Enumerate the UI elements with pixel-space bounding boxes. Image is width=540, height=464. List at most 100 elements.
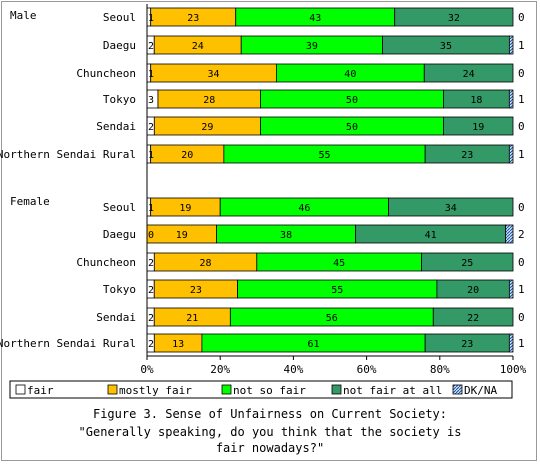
group-label-female: Female: [10, 195, 50, 208]
data-label: 61: [308, 339, 320, 350]
data-label: 3: [148, 95, 154, 106]
legend-label: mostly fair: [119, 384, 192, 397]
legend-swatch-fair: [15, 384, 26, 395]
data-label: 0: [518, 201, 525, 214]
data-label: 0: [518, 67, 525, 80]
category-label-male-northern-sendai-rural: Northern Sendai Rural: [0, 148, 136, 161]
data-label: 29: [201, 122, 213, 133]
data-label: 0: [518, 311, 525, 324]
bar-segment-female-tokyo-dk-na: [508, 279, 514, 299]
legend-label: fair: [27, 384, 54, 397]
data-label: 0: [518, 120, 525, 133]
data-label: 23: [190, 285, 202, 296]
bar-segment-male-northern-sendai-rural-dk-na: [508, 144, 514, 164]
legend-label: not so fair: [233, 384, 306, 397]
data-label: 41: [425, 230, 437, 241]
data-label: 21: [186, 313, 198, 324]
data-label: 1: [148, 69, 154, 80]
category-label-male-seoul: Seoul: [103, 11, 136, 24]
data-label: 40: [344, 69, 356, 80]
category-label-female-daegu: Daegu: [103, 228, 136, 241]
x-tick-label: 80%: [430, 363, 450, 376]
data-label: 19: [472, 122, 484, 133]
data-label: 24: [463, 69, 475, 80]
data-label: 46: [298, 203, 310, 214]
data-label: 19: [176, 230, 188, 241]
bar-segment-female-chuncheon-not-fair-at-all: [421, 252, 514, 272]
legend-label: DK/NA: [464, 384, 497, 397]
category-label-male-daegu: Daegu: [103, 39, 136, 52]
data-label: 1: [518, 148, 525, 161]
data-label: 19: [179, 203, 191, 214]
data-label: 0: [518, 11, 525, 24]
data-label: 2: [148, 339, 154, 350]
data-label: 43: [309, 13, 321, 24]
bar-segment-male-seoul-not-fair-at-all: [394, 7, 514, 27]
bar-segment-male-chuncheon-not-fair-at-all: [423, 63, 514, 83]
data-label: 55: [318, 150, 330, 161]
data-label: 38: [280, 230, 292, 241]
chart-title: Figure 3. Sense of Unfairness on Current…: [93, 407, 447, 421]
data-label: 35: [440, 41, 452, 52]
bar-segment-male-tokyo-dk-na: [508, 89, 514, 109]
category-label-female-seoul: Seoul: [103, 201, 136, 214]
bar-segment-female-daegu-dk-na: [505, 224, 514, 244]
bar-segment-female-sendai-not-fair-at-all: [432, 307, 514, 327]
data-label: 2: [148, 285, 154, 296]
data-label: 0: [148, 230, 154, 241]
data-label: 1: [148, 203, 154, 214]
data-label: 28: [200, 258, 212, 269]
x-tick-label: 40%: [283, 363, 303, 376]
x-tick-label: 20%: [210, 363, 230, 376]
legend-swatch-not-fair-at-all: [331, 384, 342, 395]
data-label: 23: [461, 150, 473, 161]
category-label-female-sendai: Sendai: [96, 311, 136, 324]
data-label: 2: [148, 41, 154, 52]
data-label: 2: [148, 122, 154, 133]
data-label: 1: [518, 93, 525, 106]
bar-segment-female-northern-sendai-rural-dk-na: [508, 333, 514, 353]
data-label: 55: [331, 285, 343, 296]
data-label: 24: [192, 41, 204, 52]
legend-swatch-mostly-fair: [107, 384, 118, 395]
data-label: 18: [470, 95, 482, 106]
data-label: 1: [518, 337, 525, 350]
data-label: 32: [448, 13, 460, 24]
x-tick-label: 60%: [357, 363, 377, 376]
category-label-female-northern-sendai-rural: Northern Sendai Rural: [0, 337, 136, 350]
data-label: 20: [181, 150, 193, 161]
data-label: 0: [518, 256, 525, 269]
data-label: 50: [346, 122, 358, 133]
group-label-male: Male: [10, 9, 37, 22]
category-label-male-sendai: Sendai: [96, 120, 136, 133]
data-label: 2: [148, 313, 154, 324]
data-label: 2: [148, 258, 154, 269]
category-label-male-chuncheon: Chuncheon: [76, 67, 136, 80]
data-label: 56: [326, 313, 338, 324]
x-tick-label: 0%: [140, 363, 154, 376]
x-tick-label: 100%: [500, 363, 527, 376]
data-label: 1: [518, 283, 525, 296]
data-label: 1: [148, 150, 154, 161]
data-label: 25: [461, 258, 473, 269]
bar-segment-male-sendai-not-fair-at-all: [443, 116, 514, 136]
category-label-female-tokyo: Tokyo: [103, 283, 136, 296]
data-label: 1: [518, 39, 525, 52]
data-label: 50: [346, 95, 358, 106]
chart-subtitle-line: "Generally speaking, do you think that t…: [79, 425, 462, 439]
legend-label: not fair at all: [343, 384, 442, 397]
data-label: 45: [333, 258, 345, 269]
legend-swatch-dk-na: [452, 384, 463, 395]
category-label-female-chuncheon: Chuncheon: [76, 256, 136, 269]
bar-segment-female-seoul-not-fair-at-all: [388, 197, 514, 217]
legend-box: [9, 380, 513, 399]
legend-swatch-not-so-fair: [221, 384, 232, 395]
data-label: 23: [187, 13, 199, 24]
data-label: 34: [445, 203, 457, 214]
bar-segment-male-daegu-dk-na: [508, 35, 514, 55]
data-label: 2: [518, 228, 525, 241]
data-label: 22: [467, 313, 479, 324]
data-label: 1: [148, 13, 154, 24]
